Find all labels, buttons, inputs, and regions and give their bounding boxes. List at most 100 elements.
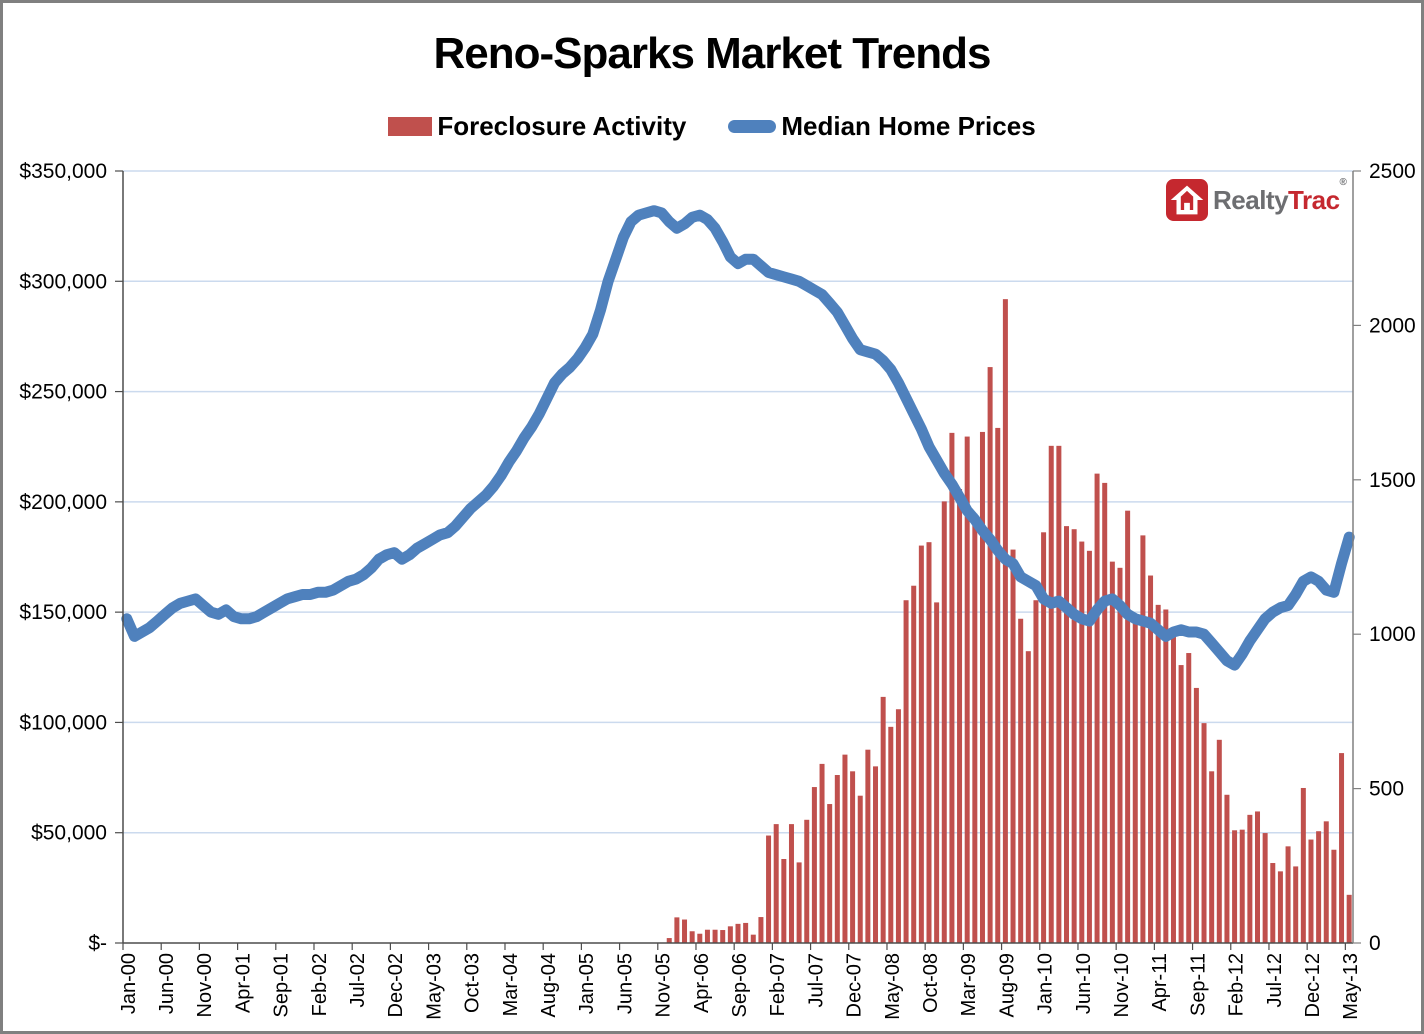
foreclosure-bar <box>811 787 817 943</box>
foreclosure-bar <box>1178 665 1184 943</box>
foreclosure-bar <box>1323 821 1329 943</box>
logo-trac: Trac <box>1288 184 1340 215</box>
foreclosure-bar <box>979 431 985 943</box>
x-axis-label: Sep-06 <box>729 953 751 1018</box>
foreclosure-bar <box>1018 618 1024 943</box>
legend-label-foreclosure: Foreclosure Activity <box>437 111 687 141</box>
chart-plot-area: $350,000 $300,000 $250,000 $200,000 $150,000… <box>19 160 1416 1020</box>
x-axis-label: Dec-07 <box>844 953 866 1017</box>
left-axis-label: $100,000 <box>19 711 107 734</box>
x-axis-label: Jan-10 <box>1035 953 1057 1014</box>
x-axis-label: Sep-01 <box>271 953 293 1018</box>
foreclosure-bar <box>819 763 825 943</box>
x-axis-label: Nov-00 <box>194 953 216 1017</box>
foreclosure-bar <box>1079 541 1085 943</box>
foreclosure-bar <box>987 367 993 943</box>
registered-mark: ® <box>1339 176 1347 188</box>
foreclosure-bar <box>766 835 772 943</box>
foreclosure-bar <box>880 696 886 943</box>
foreclosure-bar <box>1255 811 1261 943</box>
foreclosure-bar <box>689 931 695 943</box>
x-axis-label: Feb-07 <box>767 953 789 1016</box>
foreclosure-bar <box>1002 299 1008 944</box>
foreclosure-bar <box>1056 445 1062 943</box>
x-axis-label: Aug-04 <box>538 953 560 1018</box>
foreclosure-bar <box>697 933 703 943</box>
logo-realty: Realty <box>1213 184 1289 215</box>
foreclosure-bar <box>781 859 787 943</box>
right-axis-label: 1500 <box>1369 469 1416 492</box>
foreclosure-bar <box>934 602 940 943</box>
foreclosure-bar <box>972 513 978 943</box>
foreclosure-bar <box>727 926 733 943</box>
foreclosure-bar <box>1025 651 1031 943</box>
legend-item-foreclosure: Foreclosure Activity <box>388 111 686 142</box>
foreclosure-bar <box>957 489 963 943</box>
foreclosure-bar <box>964 436 970 943</box>
x-axis-label: Dec-12 <box>1302 953 1324 1017</box>
foreclosure-bar <box>949 432 955 943</box>
foreclosure-bar <box>1247 814 1253 943</box>
left-axis-label: $150,000 <box>19 601 107 624</box>
foreclosure-bar <box>995 427 1001 943</box>
line-swatch-icon <box>728 120 777 133</box>
x-axis-label: Sep-11 <box>1187 953 1209 1016</box>
foreclosure-bar <box>674 917 680 943</box>
right-axis-label: 500 <box>1369 778 1404 801</box>
x-axis-label: Feb-02 <box>309 953 331 1016</box>
x-axis-label: Mar-09 <box>958 953 980 1016</box>
foreclosure-bar <box>796 862 802 943</box>
foreclosure-bar <box>735 923 741 943</box>
foreclosure-bar <box>1277 871 1283 943</box>
bar-swatch-icon <box>388 117 433 136</box>
foreclosure-bar <box>1186 653 1192 943</box>
foreclosure-bar <box>758 917 764 943</box>
x-axis-label: Apr-01 <box>232 953 254 1013</box>
legend-item-median: Median Home Prices <box>728 111 1036 142</box>
left-axis-label: $250,000 <box>19 381 107 404</box>
foreclosure-bar <box>1163 609 1169 943</box>
foreclosure-bar <box>773 824 779 943</box>
foreclosure-bar <box>1308 839 1314 943</box>
foreclosure-bar <box>1125 510 1131 943</box>
left-axis-label: $350,000 <box>19 160 107 183</box>
x-axis-label: Apr-06 <box>691 953 713 1013</box>
x-axis-label: Apr-11 <box>1149 953 1171 1012</box>
foreclosure-bar <box>873 766 879 943</box>
x-axis-label: Jul-02 <box>347 953 369 1007</box>
realtytrac-house-icon <box>1166 179 1208 221</box>
x-axis-label: Nov-05 <box>653 953 675 1017</box>
foreclosure-bar <box>865 749 871 943</box>
x-axis-label: Dec-02 <box>385 953 407 1017</box>
foreclosure-bar <box>1064 526 1070 943</box>
x-axis-label: Jan-05 <box>576 953 598 1014</box>
x-axis-label: May-13 <box>1340 953 1362 1020</box>
foreclosure-bar <box>712 929 718 943</box>
foreclosure-bar <box>888 726 894 943</box>
foreclosure-bar <box>1140 535 1146 943</box>
foreclosure-bar <box>1155 604 1161 943</box>
foreclosure-bar <box>1041 532 1047 943</box>
x-axis-label: Aug-09 <box>996 953 1018 1018</box>
foreclosure-bar <box>1232 830 1238 943</box>
left-axis-label: $- <box>88 932 107 955</box>
chart-title: Reno-Sparks Market Trends <box>433 29 992 78</box>
foreclosure-bar <box>1293 866 1299 943</box>
x-axis-label: Jun-10 <box>1073 953 1095 1014</box>
legend: Foreclosure Activity Median Home Prices <box>3 111 1421 142</box>
right-axis-label: 0 <box>1369 932 1381 955</box>
foreclosure-bar <box>1094 473 1100 943</box>
foreclosure-bar <box>842 754 848 943</box>
foreclosure-bar <box>1010 549 1016 943</box>
foreclosure-bar <box>1132 623 1138 943</box>
foreclosure-bar <box>1216 739 1222 943</box>
foreclosure-bar <box>1285 846 1291 943</box>
x-axis-label: Jul-12 <box>1264 953 1286 1007</box>
logo-text: RealtyTrac® <box>1213 177 1347 216</box>
x-axis-label: Oct-08 <box>920 953 942 1013</box>
x-axis-label: Jun-05 <box>614 953 636 1014</box>
foreclosure-bar <box>857 795 863 943</box>
foreclosure-bar <box>1209 771 1215 943</box>
right-axis-label: 1000 <box>1369 623 1416 646</box>
x-axis-label: Jul-07 <box>805 953 827 1007</box>
